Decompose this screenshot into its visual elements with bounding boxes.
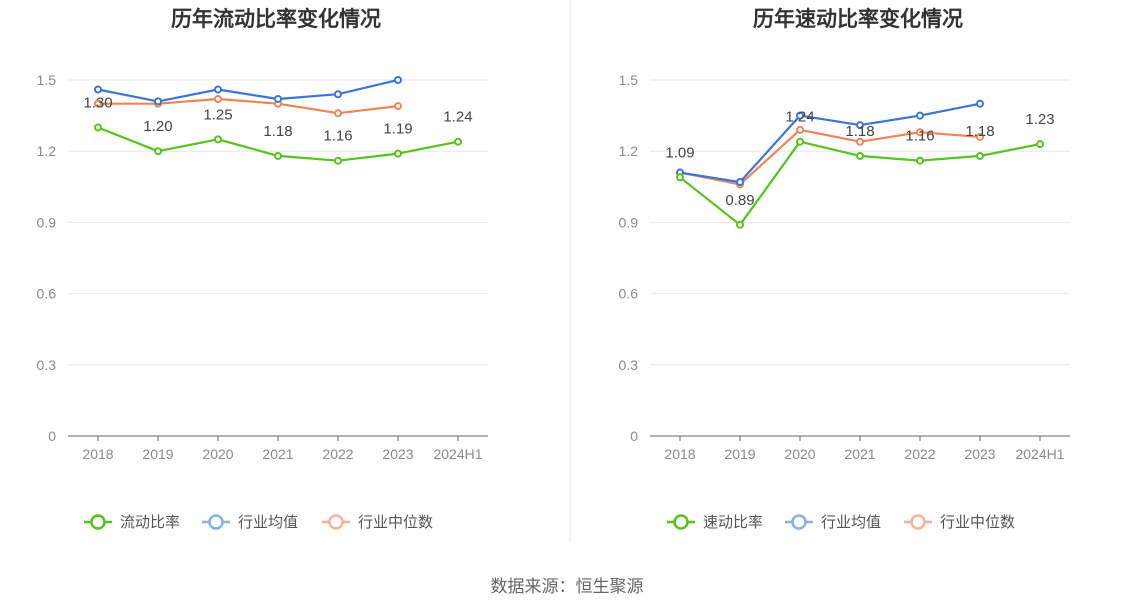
- x-tick-label: 2024H1: [1015, 446, 1064, 462]
- legend-marker-industry-avg: [791, 514, 807, 530]
- y-tick-label: 0.6: [619, 286, 639, 302]
- data-point-industry-avg: [394, 76, 402, 84]
- data-point-industry-avg: [334, 90, 342, 99]
- data-label: 1.24: [785, 109, 814, 126]
- x-tick-label: 2019: [724, 446, 755, 462]
- data-point-industry-avg: [796, 111, 804, 120]
- data-point-main-ratio: [796, 137, 804, 146]
- data-point-main-ratio: [274, 151, 282, 160]
- y-tick-label: 1.5: [619, 72, 639, 88]
- data-point-main-ratio: [1036, 140, 1044, 149]
- data-point-industry-median: [976, 132, 984, 141]
- data-source-text: 数据来源：恒生聚源: [491, 577, 644, 596]
- chart-title: 历年速动比率变化情况: [753, 7, 963, 31]
- data-point-industry-avg: [154, 97, 162, 106]
- data-point-industry-median: [214, 94, 222, 103]
- data-point-industry-avg: [976, 99, 984, 108]
- legend-marker-industry-median: [328, 514, 344, 530]
- y-tick-label: 1.5: [37, 72, 57, 88]
- data-point-main-ratio: [856, 151, 864, 160]
- data-point-main-ratio: [394, 149, 402, 158]
- current-ratio-chart: 历年流动比率变化情况 0 0.3 0.6 0.9 1.2 1.5 2018 2019 2020 20…: [37, 7, 488, 531]
- data-point-main-ratio: [736, 220, 744, 229]
- data-point-industry-median: [856, 137, 864, 146]
- data-point-main-ratio: [94, 123, 102, 132]
- legend-label-industry-avg: 行业均值: [821, 514, 881, 531]
- data-label: 1.16: [905, 128, 934, 145]
- data-label: 1.09: [665, 144, 694, 161]
- series-line-industry-avg: [679, 102, 981, 184]
- data-point-industry-avg: [856, 121, 864, 130]
- data-point-industry-median: [94, 99, 102, 108]
- series-line-industry-median: [98, 97, 399, 115]
- data-point-industry-avg: [274, 94, 282, 103]
- legend-label-main-ratio: 速动比率: [703, 514, 763, 531]
- data-label: 1.30: [83, 94, 112, 111]
- x-tick-label: 2023: [382, 446, 413, 462]
- x-tick-label: 2018: [82, 446, 113, 462]
- x-tick-label: 2022: [322, 446, 353, 462]
- series-line-industry-avg: [97, 78, 399, 103]
- data-label: 1.18: [845, 123, 874, 140]
- y-tick-label: 0.9: [619, 214, 639, 230]
- y-tick-label: 1.2: [37, 143, 57, 159]
- y-tick-label: 0.3: [37, 357, 57, 373]
- chart-title: 历年流动比率变化情况: [171, 7, 381, 31]
- data-label: 1.16: [323, 128, 352, 145]
- series-line-industry-median: [679, 128, 981, 186]
- data-label: 1.23: [1025, 111, 1054, 128]
- x-tick-label: 2021: [844, 446, 875, 462]
- data-point-main-ratio: [676, 173, 684, 182]
- data-label: 1.19: [383, 121, 412, 138]
- quick-ratio-chart: 历年速动比率变化情况 0 0.3 0.6 0.9 1.2 1.5 2018 2019 2020 20…: [619, 7, 1070, 531]
- x-tick-label: 2018: [664, 446, 695, 462]
- x-tick-label: 2020: [202, 446, 233, 462]
- data-point-main-ratio: [454, 137, 462, 146]
- legend-marker-main-ratio: [90, 514, 106, 530]
- data-point-industry-avg: [94, 85, 102, 94]
- data-point-main-ratio: [154, 147, 162, 156]
- y-tick-label: 1.2: [619, 143, 639, 159]
- data-point-industry-avg: [214, 85, 222, 94]
- legend-label-industry-median: 行业中位数: [358, 514, 433, 531]
- data-point-industry-avg: [736, 178, 744, 187]
- data-label: 1.20: [143, 118, 172, 135]
- data-label: 0.89: [725, 192, 754, 209]
- x-tick-label: 2020: [784, 446, 815, 462]
- data-point-main-ratio: [214, 135, 222, 144]
- data-point-industry-avg: [916, 111, 924, 120]
- data-label: 1.18: [965, 123, 994, 140]
- y-tick-label: 0: [48, 428, 56, 444]
- data-label: 1.18: [263, 123, 292, 140]
- x-tick-label: 2022: [904, 446, 935, 462]
- legend-label-industry-median: 行业中位数: [940, 514, 1015, 531]
- legend-marker-main-ratio: [673, 514, 689, 530]
- data-point-main-ratio: [334, 156, 342, 165]
- data-point-industry-median: [796, 125, 804, 134]
- data-point-industry-median: [394, 102, 402, 111]
- data-label: 1.24: [443, 109, 472, 126]
- data-point-main-ratio: [916, 156, 924, 165]
- x-tick-label: 2021: [262, 446, 293, 462]
- legend-label-industry-avg: 行业均值: [238, 514, 298, 531]
- data-point-industry-median: [916, 128, 924, 137]
- x-tick-label: 2024H1: [433, 446, 482, 462]
- y-tick-label: 0: [630, 428, 638, 444]
- y-tick-label: 0.3: [619, 357, 639, 373]
- x-tick-label: 2023: [964, 446, 995, 462]
- y-tick-label: 0.6: [37, 286, 57, 302]
- data-label: 1.25: [203, 106, 232, 123]
- legend-marker-industry-median: [910, 514, 926, 530]
- legend-marker-industry-avg: [208, 514, 224, 530]
- legend-label-main-ratio: 流动比率: [120, 514, 180, 531]
- x-tick-label: 2019: [142, 446, 173, 462]
- data-point-industry-median: [334, 109, 342, 118]
- data-point-main-ratio: [976, 151, 984, 160]
- y-tick-label: 0.9: [37, 214, 57, 230]
